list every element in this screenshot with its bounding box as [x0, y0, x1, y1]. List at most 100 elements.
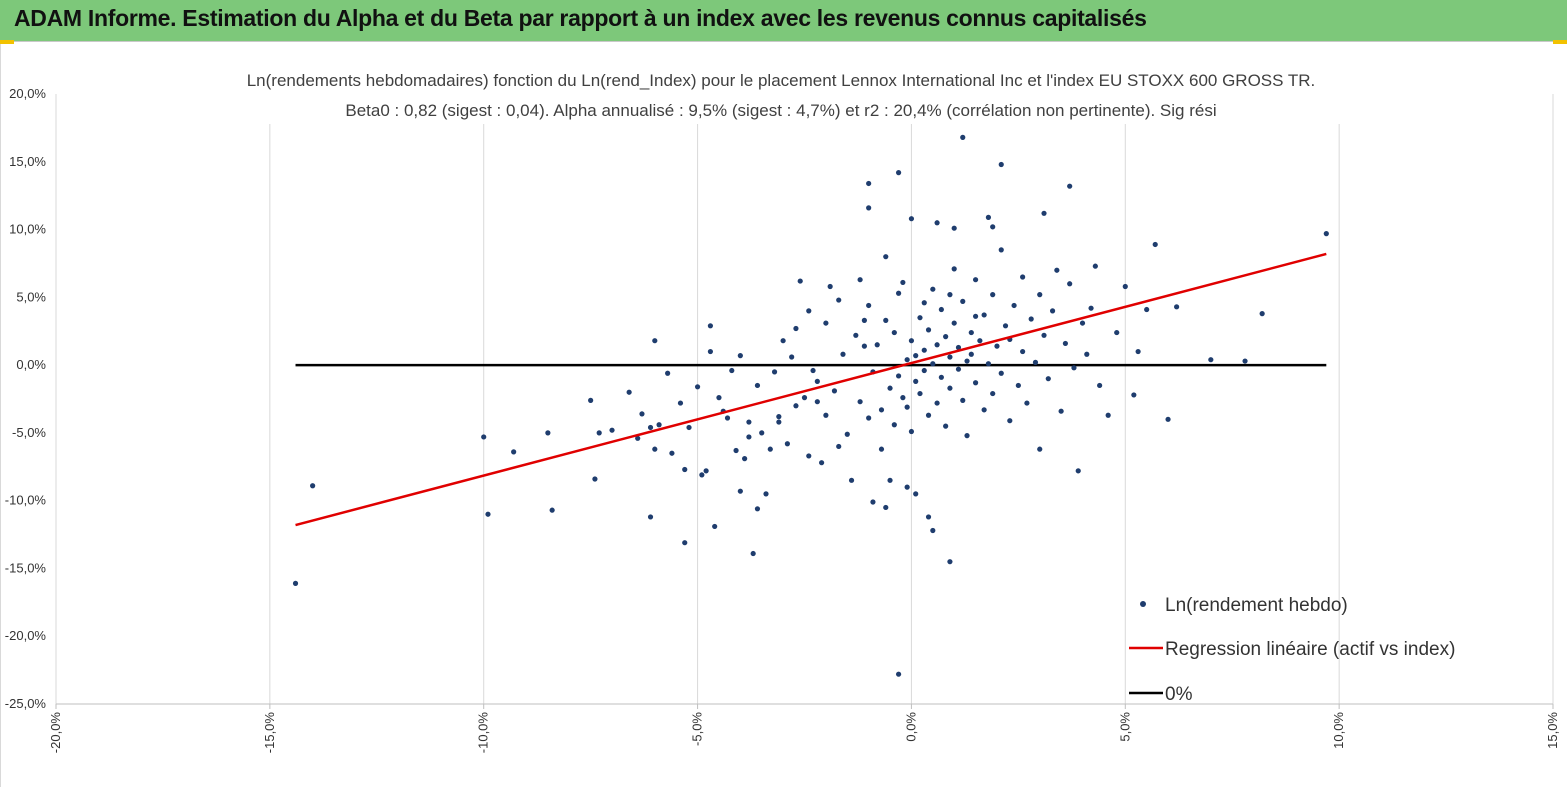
scatter-point [908, 428, 915, 435]
scatter-point [883, 254, 889, 260]
scatter-point [951, 320, 957, 326]
scatter-point [895, 373, 902, 379]
scatter-point [742, 456, 748, 462]
scatter-point [1135, 348, 1141, 355]
scatter-point [652, 338, 658, 344]
scatter-point [1165, 416, 1171, 422]
scatter-point [746, 434, 752, 440]
scatter-point [943, 334, 949, 340]
scatter-point [724, 415, 731, 421]
scatter-point [908, 216, 915, 222]
scatter-point [481, 434, 487, 440]
scatter-point [998, 161, 1004, 168]
banner-title: ADAM Informe. Estimation du Alpha et du … [14, 5, 1147, 31]
scatter-point [1075, 468, 1081, 474]
scatter-point [780, 338, 786, 344]
scatter-point [814, 399, 820, 405]
scatter-point [955, 366, 962, 372]
chart-title: Ln(rendements hebdomadaires) fonction du… [247, 71, 1316, 90]
scatter-point [669, 450, 675, 456]
scatter-point [810, 367, 816, 374]
scatter-point [699, 472, 705, 478]
scatter-point [716, 395, 722, 401]
x-tick-label: 0,0% [903, 712, 918, 742]
scatter-point [750, 550, 756, 557]
scatter-point [485, 511, 491, 517]
scatter-point [823, 320, 829, 326]
scatter-point [981, 312, 987, 318]
scatter-point [1007, 418, 1013, 424]
scatter-point [840, 351, 846, 357]
scatter-point [921, 300, 927, 306]
scatter-point [827, 283, 833, 290]
scatter-point [1037, 446, 1043, 452]
scatter-point [1011, 302, 1017, 309]
scatter-point [682, 540, 688, 546]
scatter-point [878, 407, 885, 413]
scatter-point [908, 338, 915, 344]
scatter-point [883, 317, 889, 323]
y-tick-label: 10,0% [9, 222, 46, 237]
scatter-point [801, 395, 808, 401]
scatter-point [635, 435, 641, 441]
report-banner: ADAM Informe. Estimation du Alpha et du … [0, 0, 1567, 42]
scatter-point [707, 323, 714, 329]
scatter-point [934, 220, 940, 226]
scatter-point [998, 370, 1004, 376]
y-tick-label: -10,0% [5, 493, 47, 508]
scatter-point [938, 374, 944, 380]
scatter-point [592, 476, 598, 482]
scatter-point [703, 468, 709, 474]
scatter-point [1032, 359, 1039, 365]
scatter-point [891, 422, 897, 428]
scatter-point [968, 329, 974, 336]
scatter-point [947, 559, 953, 565]
scatter-point [1097, 382, 1103, 389]
scatter-point [694, 384, 701, 390]
scatter-point [1028, 316, 1034, 322]
scatter-point [990, 390, 996, 397]
scatter-point [729, 367, 735, 374]
scatter-point [887, 477, 893, 483]
scatter-point [968, 351, 974, 357]
scatter-point [1015, 382, 1021, 389]
scatter-point [960, 397, 966, 403]
scatter-point [990, 224, 996, 230]
scatter-point [895, 671, 902, 677]
scatter-point [990, 292, 996, 298]
scatter-point [793, 403, 799, 409]
title-background [191, 68, 1371, 124]
scatter-point [874, 342, 880, 348]
x-tick-label: 5,0% [1117, 712, 1132, 742]
scatter-point [951, 225, 957, 231]
scatter-point [972, 277, 979, 283]
x-tick-label: 15,0% [1545, 712, 1560, 749]
scatter-points [292, 134, 1329, 677]
scatter-point [1259, 311, 1265, 317]
corner-mark-left [0, 40, 14, 44]
scatter-point [891, 329, 897, 336]
scatter-point [925, 327, 932, 333]
scatter-point [951, 266, 957, 272]
scatter-point [900, 279, 906, 286]
scatter-point [1071, 365, 1077, 371]
scatter-point [665, 370, 671, 376]
scatter-point [647, 424, 654, 431]
scatter-point [985, 214, 992, 220]
scatter-point [870, 499, 876, 505]
scatter-point [930, 286, 936, 292]
scatter-point [1323, 231, 1329, 237]
scatter-point [806, 308, 812, 314]
scatter-point [904, 357, 910, 363]
y-tick-label: -20,0% [5, 628, 47, 643]
scatter-point [934, 400, 940, 406]
x-tick-label: 10,0% [1331, 712, 1346, 749]
scatter-point [652, 446, 658, 452]
scatter-point [913, 353, 919, 359]
scatter-point [998, 247, 1004, 253]
scatter-point [686, 424, 692, 431]
scatter-point [776, 414, 782, 420]
scatter-point [981, 407, 987, 413]
scatter-point [934, 342, 940, 348]
y-tick-label: 5,0% [16, 289, 46, 304]
